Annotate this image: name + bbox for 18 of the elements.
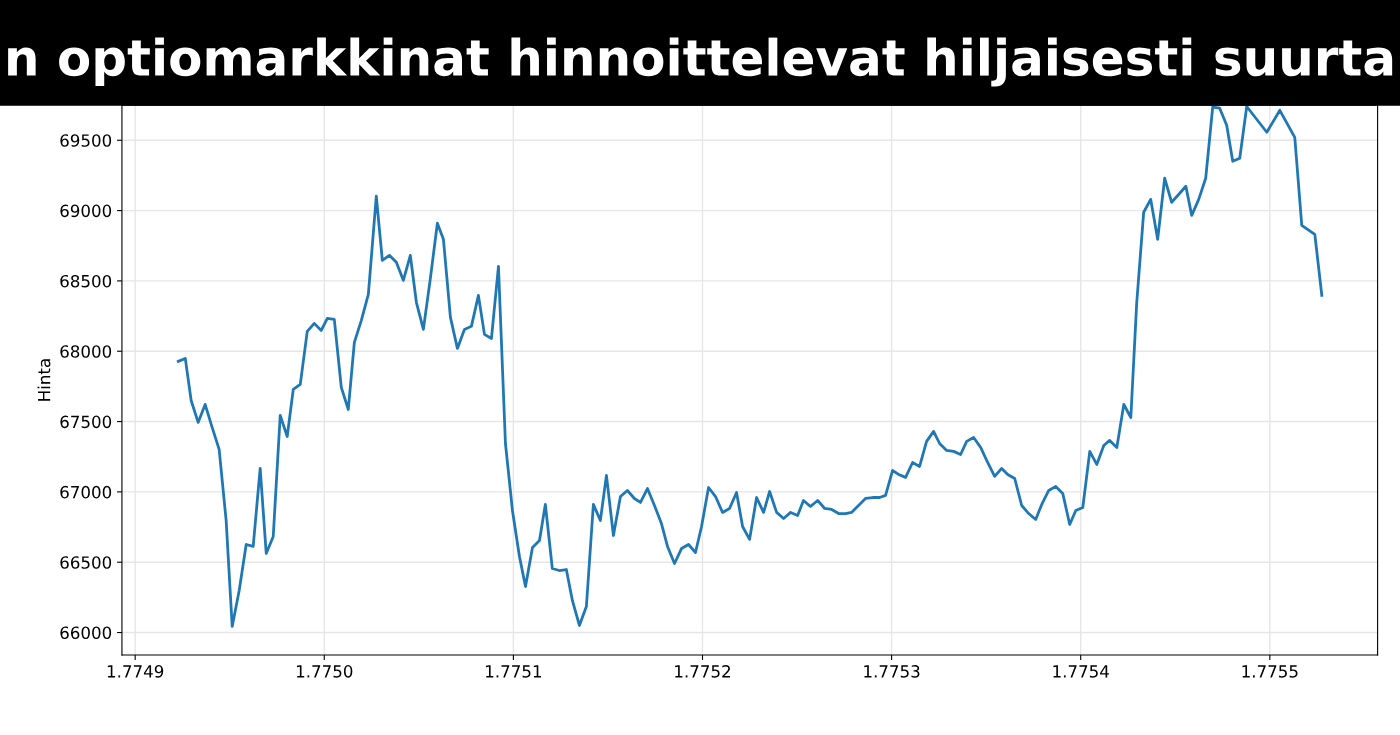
line-series: [176, 105, 1324, 628]
x-tick-label: 1.7755: [1242, 665, 1298, 678]
x-tick-label: 1.7754: [1053, 665, 1109, 678]
y-tick-label: 67000: [60, 485, 112, 499]
y-tick-label: 69000: [60, 204, 112, 218]
y-tick-label: 66000: [60, 626, 112, 640]
chart-title: n optiomarkkinat hinnoittelevat hiljaisesti suurta: [8, 37, 1393, 87]
x-tick-label: 1.7749: [107, 665, 164, 678]
y-axis-title: Hinta: [37, 359, 51, 401]
x-tick-label: 1.7752: [675, 665, 730, 678]
y-tick-label: 69500: [60, 134, 112, 147]
x-tick-label: 1.7751: [486, 665, 542, 678]
y-tick-label: 68500: [60, 274, 112, 288]
y-tick-label: 67500: [60, 415, 112, 429]
x-tick-label: 1.7753: [864, 665, 920, 678]
x-tick-label: 1.7750: [296, 665, 353, 678]
y-tick-label: 66500: [60, 556, 112, 569]
y-tick-label: 68000: [60, 345, 112, 358]
